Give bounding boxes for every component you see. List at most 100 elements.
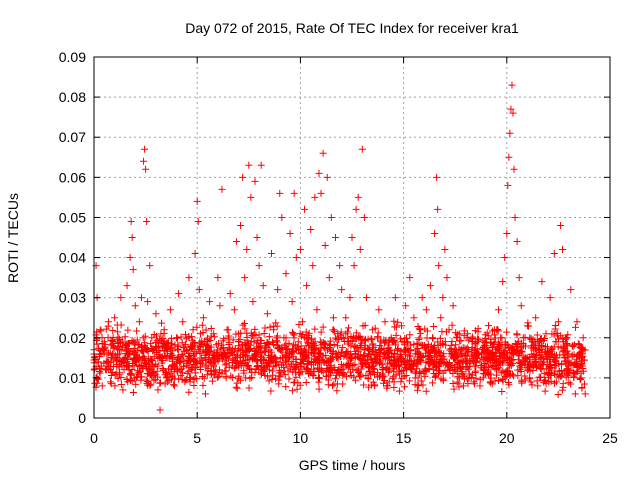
- data-point: [255, 262, 263, 270]
- data-point: [263, 310, 271, 318]
- data-point: [270, 326, 278, 334]
- data-point: [480, 370, 488, 378]
- data-point: [286, 350, 293, 358]
- data-point: [137, 294, 145, 302]
- data-point: [106, 363, 114, 371]
- data-point: [552, 361, 560, 369]
- data-point: [355, 354, 363, 362]
- data-point: [138, 364, 146, 372]
- data-point: [418, 354, 426, 362]
- data-point: [504, 379, 512, 387]
- data-point: [103, 357, 111, 365]
- data-point: [348, 234, 356, 241]
- y-tick-label: 0.04: [59, 250, 86, 266]
- data-point: [275, 376, 283, 384]
- data-point: [526, 374, 534, 382]
- data-point: [156, 347, 164, 355]
- data-point: [427, 346, 435, 354]
- data-point: [115, 357, 123, 365]
- data-point: [170, 381, 178, 389]
- data-point: [416, 369, 424, 377]
- data-point: [98, 382, 106, 390]
- data-point: [162, 374, 170, 382]
- data-point: [383, 382, 391, 390]
- data-point: [111, 382, 119, 390]
- data-point: [96, 350, 104, 358]
- data-point: [134, 370, 142, 378]
- data-point: [550, 370, 558, 378]
- data-point: [369, 326, 377, 334]
- data-point: [368, 336, 376, 344]
- data-point: [576, 343, 584, 351]
- data-point: [490, 355, 498, 363]
- data-point: [463, 334, 471, 342]
- data-point: [411, 350, 419, 358]
- data-point: [133, 354, 141, 362]
- data-point: [113, 370, 121, 378]
- data-point: [250, 338, 258, 346]
- data-point: [288, 360, 296, 368]
- data-point: [529, 366, 537, 374]
- data-point: [579, 334, 587, 342]
- data-point: [229, 374, 237, 382]
- data-point: [302, 378, 310, 386]
- data-point: [126, 370, 134, 378]
- data-point: [143, 217, 151, 225]
- data-point: [99, 345, 107, 353]
- plot-frame: [93, 56, 611, 419]
- data-point: [319, 368, 327, 376]
- data-point: [406, 331, 414, 339]
- data-point: [546, 294, 554, 302]
- data-point: [333, 387, 341, 395]
- data-point: [393, 346, 401, 354]
- data-point: [111, 314, 119, 322]
- data-point: [142, 364, 150, 372]
- data-point: [313, 306, 321, 314]
- data-point: [336, 262, 344, 270]
- data-point: [104, 358, 112, 366]
- data-point: [578, 384, 586, 392]
- data-point: [534, 382, 542, 390]
- data-point: [437, 351, 445, 359]
- data-point: [484, 322, 492, 330]
- data-point: [365, 350, 373, 358]
- data-point: [173, 334, 181, 342]
- data-point: [568, 353, 576, 361]
- data-point: [510, 165, 518, 173]
- data-point: [468, 346, 476, 354]
- data-point: [406, 352, 414, 360]
- data-point: [240, 369, 248, 377]
- data-point: [261, 324, 269, 332]
- data-point: [385, 378, 393, 386]
- data-point: [393, 363, 401, 371]
- data-point: [222, 374, 230, 382]
- data-point: [149, 369, 157, 377]
- data-point: [410, 314, 418, 322]
- data-point: [255, 331, 263, 339]
- data-point: [486, 378, 494, 386]
- data-point: [161, 380, 169, 388]
- data-point: [562, 347, 570, 355]
- data-point: [402, 346, 410, 354]
- data-point: [367, 381, 375, 389]
- data-point: [272, 362, 280, 370]
- data-point: [319, 353, 327, 361]
- data-point: [506, 129, 514, 137]
- data-point: [531, 358, 539, 366]
- data-point: [117, 321, 125, 329]
- data-point: [497, 334, 505, 342]
- data-point: [451, 352, 459, 360]
- data-point: [213, 373, 221, 381]
- data-point: [297, 342, 305, 350]
- data-point: [129, 389, 137, 397]
- data-point: [502, 354, 510, 362]
- data-point: [530, 362, 538, 370]
- data-point: [404, 356, 412, 364]
- data-point: [294, 338, 302, 346]
- data-point: [343, 373, 351, 381]
- data-point: [431, 373, 439, 381]
- data-point: [187, 366, 195, 374]
- data-point: [305, 354, 313, 362]
- data-point: [96, 326, 104, 334]
- data-point: [241, 274, 249, 282]
